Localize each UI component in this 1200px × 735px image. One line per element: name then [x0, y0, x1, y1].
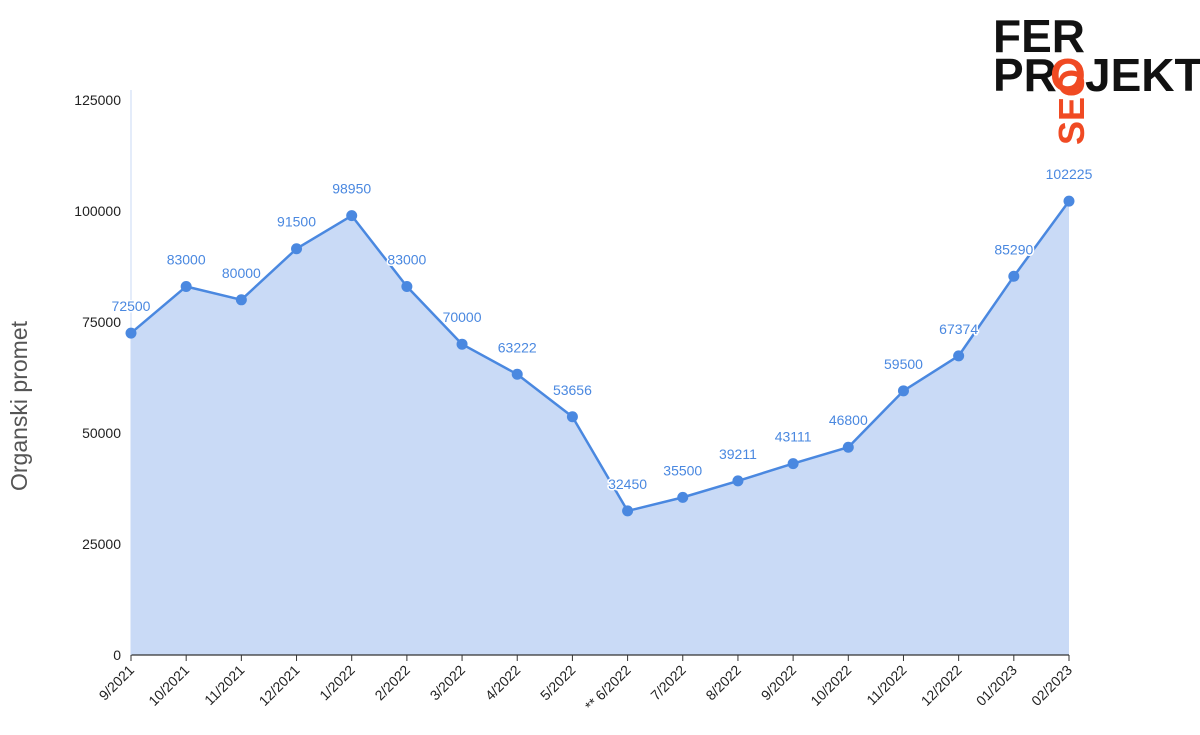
data-label: 70000	[443, 309, 482, 325]
y-tick-label: 125000	[74, 92, 121, 108]
data-point	[401, 280, 413, 292]
logo-line2-right: JEKT	[1085, 49, 1200, 101]
data-point	[456, 338, 468, 350]
logo-vertical-seo: SEO	[1051, 69, 1092, 145]
data-label: 102225	[1046, 166, 1093, 182]
data-point	[125, 327, 137, 339]
data-point	[787, 458, 799, 470]
data-label: 85290	[994, 241, 1033, 257]
x-tick-label: 2/2022	[371, 662, 413, 704]
y-tick-label: 0	[113, 647, 121, 663]
data-label: 35500	[663, 462, 702, 478]
x-tick-label: 02/2023	[1028, 662, 1075, 709]
y-tick-label: 100000	[74, 203, 121, 219]
area-fill	[131, 201, 1069, 655]
data-label: 59500	[884, 356, 923, 372]
data-point	[511, 368, 523, 380]
y-axis-label: Organski promet	[6, 320, 32, 491]
x-tick-label: 5/2022	[537, 662, 579, 704]
data-point	[346, 210, 358, 222]
data-point	[897, 385, 909, 397]
data-label: 72500	[112, 298, 151, 314]
x-tick-label: 8/2022	[702, 662, 744, 704]
data-label: 83000	[387, 251, 426, 267]
data-label: 98950	[332, 181, 371, 197]
data-label: 32450	[608, 476, 647, 492]
y-tick-label: 25000	[82, 536, 121, 552]
x-tick-label: ** 6/2022	[582, 662, 634, 714]
data-point	[235, 294, 247, 306]
x-tick-label: 01/2023	[973, 662, 1020, 709]
data-point	[180, 280, 192, 292]
x-tick-label: 7/2022	[647, 662, 689, 704]
data-point	[732, 475, 744, 487]
x-tick-label: 11/2021	[201, 662, 248, 709]
x-tick-label: 9/2021	[96, 662, 138, 704]
data-label: 80000	[222, 265, 261, 281]
x-tick-label: 10/2021	[145, 662, 192, 709]
x-tick-label: 10/2022	[807, 662, 854, 709]
data-label: 53656	[553, 382, 592, 398]
data-point	[842, 441, 854, 453]
data-point	[291, 243, 303, 255]
ferprojekt-seo-logo: FER PR O JEKT SEO	[993, 10, 1200, 145]
y-tick-label: 50000	[82, 425, 121, 441]
data-point	[1063, 195, 1075, 207]
logo-line2-left: PR	[993, 49, 1057, 101]
data-point	[677, 491, 689, 503]
x-tick-label: 9/2022	[758, 662, 800, 704]
data-point	[1008, 270, 1020, 282]
data-point	[622, 505, 634, 517]
data-label: 46800	[829, 412, 868, 428]
x-tick-label: 4/2022	[482, 662, 524, 704]
x-tick-label: 12/2021	[256, 662, 303, 709]
x-tick-label: 11/2022	[863, 662, 910, 709]
x-tick-label: 1/2022	[316, 662, 358, 704]
x-tick-label: 12/2022	[918, 662, 965, 709]
logo-line2-o: O	[1050, 49, 1086, 101]
data-label: 43111	[775, 429, 812, 445]
data-label: 67374	[939, 321, 978, 337]
data-label: 63222	[498, 339, 537, 355]
x-tick-label: 3/2022	[427, 662, 469, 704]
data-point	[566, 411, 578, 423]
data-point	[953, 350, 965, 362]
data-label: 83000	[167, 251, 206, 267]
data-label: 39211	[719, 446, 757, 462]
series-line	[130, 200, 1071, 513]
data-label: 91500	[277, 214, 316, 230]
y-tick-label: 75000	[82, 314, 121, 330]
logo-line1: FER	[993, 10, 1085, 62]
